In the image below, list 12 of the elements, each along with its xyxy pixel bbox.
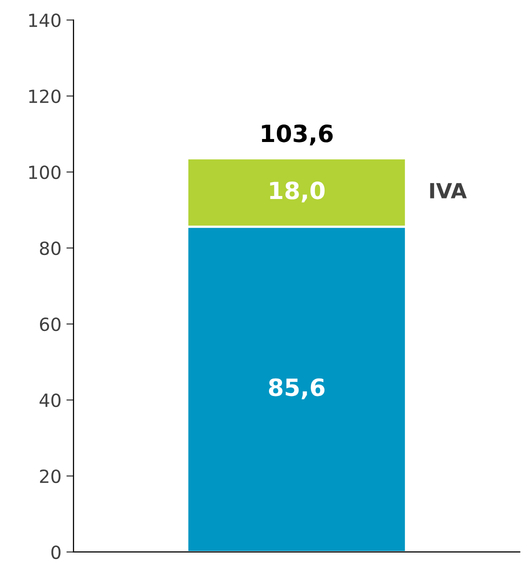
data-label: 18,0 — [270, 182, 325, 202]
total-label: 103,6 — [262, 124, 333, 146]
series-label: IVA — [430, 183, 467, 198]
y-tick-label: 100 — [29, 165, 60, 180]
y-tick-label: 60 — [40, 317, 60, 332]
data-label: 85,6 — [268, 378, 324, 400]
y-tick-label: 140 — [29, 13, 60, 28]
y-tick-label: 40 — [40, 393, 60, 408]
y-tick-label: 120 — [29, 89, 60, 104]
y-tick-label: 20 — [40, 469, 60, 484]
y-tick-label: 80 — [40, 241, 60, 256]
y-tick-label: 0 — [51, 545, 60, 560]
